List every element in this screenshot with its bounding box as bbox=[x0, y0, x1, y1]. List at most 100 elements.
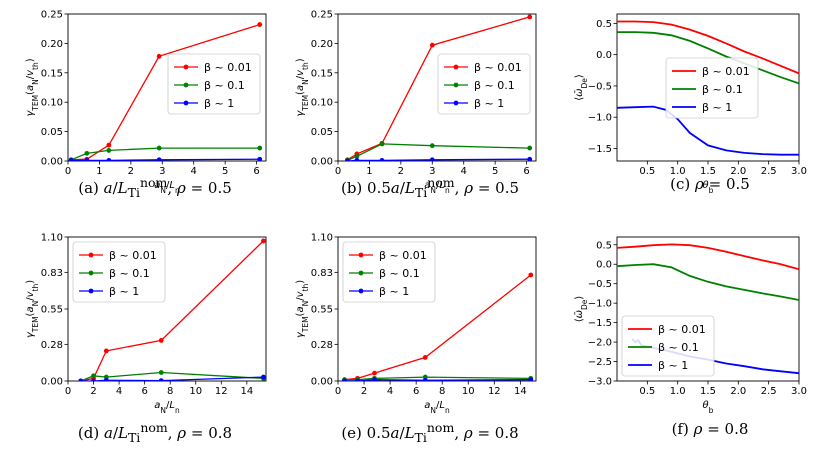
legend-box bbox=[167, 53, 261, 115]
data-point bbox=[422, 377, 428, 381]
data-point bbox=[106, 158, 112, 161]
y-axis-label: ⟨ω̄De⟩ bbox=[574, 296, 589, 323]
y-tick-label: 0.25 bbox=[311, 10, 333, 21]
caption-b: (b) 0.5a/LTinom, ρ = 0.5 bbox=[340, 175, 520, 200]
y-tick-label: −1.5 bbox=[588, 318, 612, 329]
data-point bbox=[527, 145, 533, 151]
y-axis-label: γTEM(aN/vth) bbox=[295, 58, 310, 116]
legend: β ~ 0.01 β ~ 0.1 β ~ 1 bbox=[342, 241, 436, 303]
x-tick-label: 2.5 bbox=[761, 166, 777, 177]
data-point bbox=[91, 373, 96, 379]
legend-marker bbox=[183, 100, 189, 106]
panel-a: 0 1 2 3 4 5 6 0.00 0.05 0.10 0.15 0.20 0.25 aN/Ln γTEM… bbox=[25, 10, 267, 195]
x-tick-label: 6 bbox=[413, 386, 419, 397]
data-point bbox=[103, 348, 109, 354]
legend-label: β ~ 0.1 bbox=[109, 267, 150, 280]
legend-label: β ~ 0.01 bbox=[658, 323, 706, 336]
legend-label: β ~ 0.1 bbox=[379, 267, 420, 280]
data-point bbox=[106, 148, 112, 153]
data-point bbox=[158, 338, 164, 343]
legend-label: β ~ 1 bbox=[474, 97, 504, 110]
x-tick-label: 12 bbox=[215, 386, 228, 397]
y-tick-label: 0.15 bbox=[41, 68, 63, 79]
series-line-1 bbox=[70, 147, 260, 161]
x-tick-label: 8 bbox=[167, 386, 173, 397]
y-tick-label: 0.55 bbox=[41, 305, 63, 316]
caption-c: (c) ρ = 0.5 bbox=[670, 175, 750, 193]
y-tick-label: −3.0 bbox=[588, 377, 612, 388]
data-point bbox=[156, 157, 162, 161]
series-line-1 bbox=[617, 31, 799, 85]
data-point bbox=[156, 53, 162, 59]
legend-label: β ~ 0.01 bbox=[379, 249, 427, 262]
x-tick-label: 1.5 bbox=[700, 166, 716, 177]
y-tick-label: 0.10 bbox=[41, 98, 63, 109]
x-tick-label: 4 bbox=[116, 386, 122, 397]
legend-box bbox=[437, 53, 531, 115]
x-tick-label: 0.5 bbox=[639, 386, 655, 397]
data-point bbox=[68, 158, 74, 161]
y-tick-label: 0.28 bbox=[41, 340, 63, 351]
legend-label: β ~ 0.01 bbox=[204, 61, 252, 74]
x-tick-label: 1 bbox=[366, 166, 372, 177]
legend-marker bbox=[358, 288, 364, 294]
data-point bbox=[78, 378, 84, 381]
x-tick-label: 4 bbox=[191, 166, 197, 177]
legend: β ~ 0.01 β ~ 0.1 β ~ 1 bbox=[665, 57, 759, 119]
series-line-2 bbox=[617, 105, 799, 156]
x-axis-label: θb bbox=[703, 180, 714, 195]
data-point bbox=[261, 238, 266, 244]
legend-box bbox=[665, 57, 759, 119]
y-tick-label: 0.25 bbox=[41, 10, 63, 21]
data-point bbox=[372, 377, 377, 381]
legend-label: β ~ 0.01 bbox=[109, 249, 157, 262]
legend: β ~ 0.01 β ~ 0.1 β ~ 1 bbox=[437, 53, 531, 115]
y-tick-label: 1.10 bbox=[41, 233, 63, 244]
series-line-1 bbox=[617, 263, 799, 301]
legend-marker bbox=[358, 270, 364, 276]
data-point bbox=[429, 157, 435, 161]
data-point bbox=[257, 156, 263, 161]
x-tick-label: 0 bbox=[335, 166, 341, 177]
y-tick-label: −0.5 bbox=[588, 279, 612, 290]
legend-box bbox=[72, 241, 166, 303]
x-tick-label: 0.5 bbox=[639, 166, 655, 177]
legend-label: β ~ 1 bbox=[658, 359, 688, 372]
x-tick-label: 4 bbox=[387, 386, 393, 397]
y-tick-label: 0.00 bbox=[311, 377, 333, 388]
y-tick-label: 0.15 bbox=[311, 68, 333, 79]
x-tick-label: 6 bbox=[141, 386, 147, 397]
x-tick-label: 2 bbox=[361, 386, 367, 397]
y-tick-label: 0.05 bbox=[41, 127, 63, 138]
panel-e: 0 2 4 6 8 10 12 14 0.00 0.28 0.55 0.83 1.10 aN/Ln γTEM… bbox=[295, 233, 537, 415]
legend-marker bbox=[453, 64, 459, 70]
x-tick-label: 8 bbox=[439, 386, 445, 397]
y-tick-label: 0.0 bbox=[596, 260, 612, 271]
x-tick-label: 0 bbox=[65, 166, 71, 177]
data-point bbox=[379, 158, 385, 161]
legend-marker bbox=[88, 252, 94, 258]
x-axis-label: aN/Ln bbox=[424, 400, 450, 415]
legend-box bbox=[621, 315, 715, 377]
data-point bbox=[355, 378, 360, 381]
x-tick-label: 3 bbox=[429, 166, 435, 177]
x-tick-label: 2.0 bbox=[730, 166, 746, 177]
x-axis-label: θb bbox=[703, 400, 714, 415]
y-tick-label: −1.5 bbox=[588, 144, 612, 155]
data-point bbox=[158, 378, 164, 381]
data-point bbox=[91, 378, 96, 381]
y-tick-label: −1.0 bbox=[588, 299, 612, 310]
series-line-0 bbox=[617, 20, 799, 75]
legend-label: β ~ 0.1 bbox=[658, 341, 699, 354]
data-point bbox=[257, 22, 263, 27]
x-tick-label: 5 bbox=[492, 166, 498, 177]
data-point bbox=[527, 14, 533, 20]
y-tick-label: 0.5 bbox=[596, 19, 612, 30]
legend: β ~ 0.01 β ~ 0.1 β ~ 1 bbox=[72, 241, 166, 303]
data-point bbox=[158, 370, 164, 375]
caption-e: (e) 0.5a/LTinom, ρ = 0.8 bbox=[341, 420, 519, 445]
y-axis-label: γTEM(aN/vth) bbox=[295, 280, 310, 338]
y-tick-label: −2.5 bbox=[588, 357, 612, 368]
y-tick-label: 0.10 bbox=[311, 98, 333, 109]
data-point bbox=[156, 145, 162, 151]
